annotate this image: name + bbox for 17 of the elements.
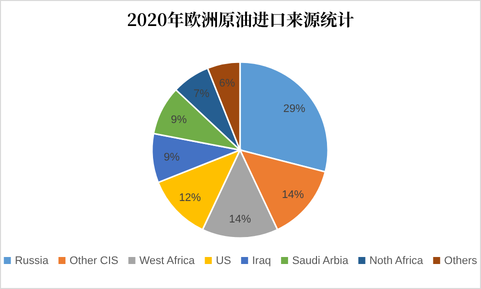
data-label: 9% xyxy=(164,151,180,164)
data-label: 12% xyxy=(178,192,202,204)
legend-label: Saudi Arbia xyxy=(292,255,350,267)
data-label: 14% xyxy=(228,214,252,226)
legend-label: Russia xyxy=(14,255,50,267)
chart-title: 2020年欧洲原油进口来源统计 xyxy=(126,6,354,31)
legend-label: Others xyxy=(444,255,478,267)
data-label: 14% xyxy=(282,188,304,201)
data-label: 29% xyxy=(283,102,306,115)
legend-label: Noth Africa xyxy=(369,255,424,267)
data-label: 7% xyxy=(193,88,210,100)
legend-label: Other CIS xyxy=(69,255,118,267)
legend-label: Iraq xyxy=(252,255,272,267)
data-label: 9% xyxy=(170,114,188,126)
legend-label: West Africa xyxy=(139,255,196,267)
data-label: 6% xyxy=(219,78,236,90)
legend-label: US xyxy=(216,255,232,267)
